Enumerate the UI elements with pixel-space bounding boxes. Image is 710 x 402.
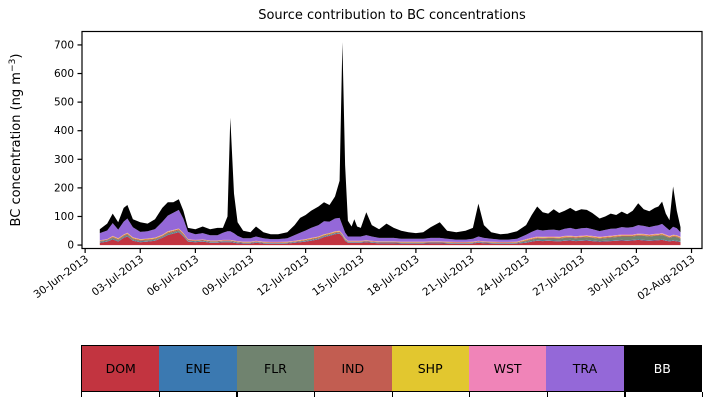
chart-title: Source contribution to BC concentrations bbox=[258, 8, 526, 23]
plot-border bbox=[81, 30, 703, 250]
y-tick-label: 200 bbox=[54, 182, 74, 194]
x-tick-label: 30-Jun-2013 bbox=[32, 253, 91, 301]
y-axis-label: BC concentration (ng m−3) bbox=[7, 53, 25, 227]
legend-label: IND bbox=[341, 361, 365, 376]
legend-axis-tick bbox=[313, 392, 316, 397]
stacked-areas bbox=[99, 42, 681, 246]
x-tick-label: 15-Jul-2013 bbox=[310, 253, 366, 299]
legend-label: ENE bbox=[185, 361, 211, 376]
x-tick-label: 27-Jul-2013 bbox=[531, 253, 587, 299]
legend-label: SHP bbox=[417, 361, 443, 376]
x-tick-label: 02-Aug-2013 bbox=[635, 253, 697, 303]
y-tick-label: 300 bbox=[54, 154, 74, 166]
legend-item-shp: SHP bbox=[391, 346, 469, 391]
axes: 0 100 200 300 400 500 600 700 30-Jun-201303-Jul-… bbox=[32, 30, 703, 303]
x-tick-label: 09-Jul-2013 bbox=[200, 253, 256, 299]
x-tick-label: 03-Jul-2013 bbox=[90, 253, 146, 299]
x-tick-label: 24-Jul-2013 bbox=[476, 253, 532, 299]
area-series-tra bbox=[99, 209, 681, 242]
area-series-dom bbox=[99, 232, 681, 246]
y-tick-label: 100 bbox=[54, 211, 74, 223]
bc-stacked-area-chart: Source contribution to BC concentrations… bbox=[32, 8, 703, 303]
legend-item-ind: IND bbox=[314, 346, 392, 391]
legend-axis-tick bbox=[158, 392, 160, 397]
area-series-ene bbox=[99, 231, 681, 244]
y-tick-label: 700 bbox=[54, 39, 74, 51]
y-tick-label: 400 bbox=[54, 125, 74, 137]
legend-label: DOM bbox=[105, 361, 136, 376]
legend-item-bb: BB bbox=[623, 346, 701, 391]
y-tick-label: 500 bbox=[54, 97, 74, 109]
legend-label: FLR bbox=[264, 361, 287, 376]
legend-item-ene: ENE bbox=[159, 346, 237, 391]
x-tick-label: 12-Jul-2013 bbox=[255, 253, 311, 299]
legend-label: WST bbox=[493, 361, 522, 376]
legend-label: TRA bbox=[572, 361, 598, 376]
legend-axis-tick bbox=[391, 392, 393, 397]
legend: DOM ENE FLR IND SHP WST TRA BB bbox=[81, 345, 702, 392]
x-tick-label: 18-Jul-2013 bbox=[365, 253, 421, 299]
y-tick-label: 600 bbox=[54, 68, 74, 80]
x-tick-label: 30-Jul-2013 bbox=[586, 253, 642, 299]
legend-item-tra: TRA bbox=[546, 346, 624, 391]
area-series-flr bbox=[99, 230, 681, 244]
legend-item-dom: DOM bbox=[82, 346, 160, 391]
legend-item-wst: WST bbox=[468, 346, 547, 391]
legend-axis-tick bbox=[624, 392, 626, 397]
x-tick-label: 21-Jul-2013 bbox=[420, 253, 476, 299]
ylabel-superscript: −3 bbox=[7, 58, 18, 73]
legend-axis-tick bbox=[546, 392, 549, 397]
area-series-bb bbox=[99, 42, 681, 240]
legend-axis-tick bbox=[236, 392, 238, 397]
legend-axis-tick bbox=[81, 392, 83, 397]
legend-label: BB bbox=[653, 361, 671, 376]
legend-axis-tick bbox=[469, 392, 471, 397]
y-tick-label: 0 bbox=[67, 240, 74, 252]
legend-axis-tick bbox=[702, 392, 704, 397]
legend-item-flr: FLR bbox=[236, 346, 315, 391]
x-tick-label: 06-Jul-2013 bbox=[145, 253, 201, 299]
